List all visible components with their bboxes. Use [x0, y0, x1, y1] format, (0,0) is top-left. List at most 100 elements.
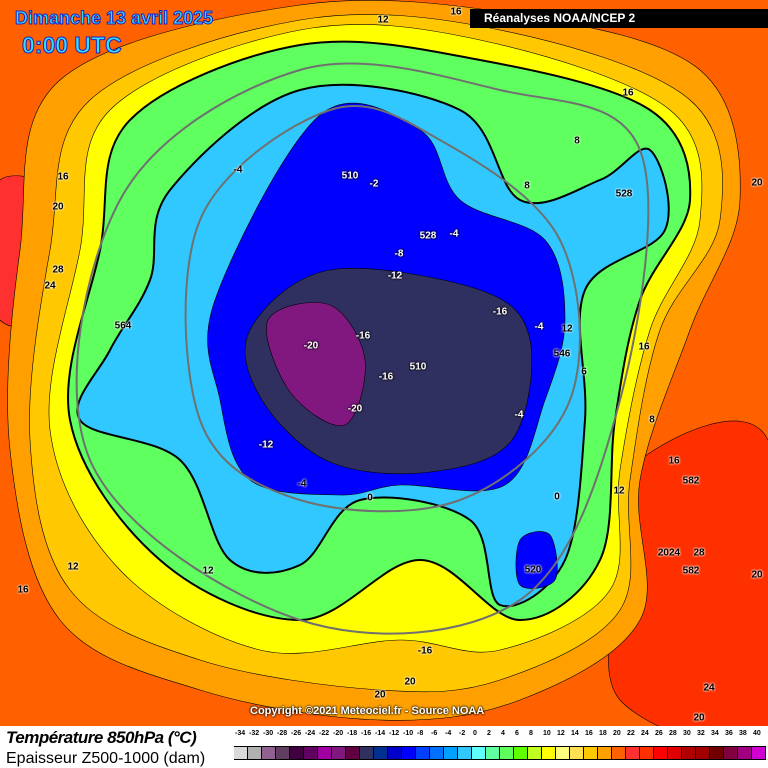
scale-value: 40	[753, 730, 761, 737]
scale-value: -18	[347, 730, 358, 737]
cold-pocket-east	[515, 531, 558, 589]
scale-cell: 30	[682, 730, 696, 766]
scale-value: -10	[403, 730, 414, 737]
scale-value: 26	[655, 730, 663, 737]
contour-label: -20	[303, 340, 319, 352]
scale-swatch	[668, 746, 682, 760]
scale-cell: 18	[598, 730, 612, 766]
scale-swatch	[570, 746, 584, 760]
contour-label: 510	[409, 361, 427, 373]
color-scale: -34 -32 -30 -28 -26 -24 -22 -20 -18 -16 -14 -12 -10-…	[234, 730, 766, 766]
scale-value: -8	[417, 730, 424, 737]
scale-cell: 24	[640, 730, 654, 766]
contour-label: 20	[693, 712, 705, 724]
contour-label: 8	[524, 180, 530, 192]
scale-value: 6	[515, 730, 519, 737]
scale-swatch	[332, 746, 346, 760]
contour-label: 20	[52, 201, 64, 213]
scale-value: -22	[319, 730, 330, 737]
scale-cell: 6	[514, 730, 528, 766]
scale-value: 32	[697, 730, 705, 737]
scale-value: 18	[599, 730, 607, 737]
contour-label: -4	[449, 228, 459, 240]
contour-label: 16	[17, 584, 29, 596]
scale-cell: -4	[444, 730, 458, 766]
map-time: 0:00 UTC	[22, 32, 123, 59]
contour-label: -16	[355, 330, 371, 342]
scale-swatch	[528, 746, 542, 760]
scale-value: -14	[375, 730, 386, 737]
scale-value: 10	[543, 730, 551, 737]
scale-swatch	[486, 746, 500, 760]
contour-label: 8	[649, 414, 655, 426]
scale-cell: -10	[402, 730, 416, 766]
scale-cell: 8	[528, 730, 542, 766]
scale-swatch	[542, 746, 556, 760]
scale-value: 36	[725, 730, 733, 737]
scale-cell: -24	[304, 730, 318, 766]
legend: Température 850hPa (°C) Epaisseur Z500-1…	[0, 726, 768, 768]
contour-label: 24	[44, 280, 56, 292]
data-source-banner: Réanalyses NOAA/NCEP 2	[470, 9, 768, 28]
scale-cell: 32	[696, 730, 710, 766]
scale-value: -20	[333, 730, 344, 737]
scale-swatch	[654, 746, 668, 760]
contour-label: 12	[67, 561, 79, 573]
scale-value: 16	[585, 730, 593, 737]
scale-value: -6	[431, 730, 438, 737]
contour-label: 2024	[657, 547, 681, 559]
scale-cell: 2	[486, 730, 500, 766]
contour-label: 12	[202, 565, 214, 577]
scale-swatch	[472, 746, 486, 760]
scale-swatch	[626, 746, 640, 760]
contour-label: -8	[394, 248, 404, 260]
scale-value: -12	[389, 730, 400, 737]
scale-cell: -28	[276, 730, 290, 766]
contour-label: 16	[668, 455, 680, 467]
scale-value: 34	[711, 730, 719, 737]
scale-cell: -2	[458, 730, 472, 766]
scale-cell: 34	[710, 730, 724, 766]
contour-label: 528	[419, 230, 437, 242]
contour-label: -4	[534, 321, 544, 333]
thickness-contour-1	[75, 62, 650, 635]
contour-label: 20	[404, 676, 416, 688]
scale-swatch	[416, 746, 430, 760]
scale-value: -16	[361, 730, 372, 737]
scale-value: 20	[613, 730, 621, 737]
scale-swatch	[710, 746, 724, 760]
scale-swatch	[738, 746, 752, 760]
contour-label: 20	[374, 689, 386, 701]
scale-cell: 14	[570, 730, 584, 766]
scale-cell: -6	[430, 730, 444, 766]
scale-cell: -30	[262, 730, 276, 766]
contour-label: -16	[492, 306, 508, 318]
contour-label: 16	[450, 6, 462, 18]
copyright: Copyright ©2021 Meteociel.fr - Source NO…	[250, 705, 485, 717]
scale-value: 38	[739, 730, 747, 737]
legend-temperature-title: Température 850hPa (°C)	[6, 728, 197, 747]
scale-cell: 12	[556, 730, 570, 766]
scale-swatch	[444, 746, 458, 760]
scale-swatch	[262, 746, 276, 760]
scale-swatch	[640, 746, 654, 760]
contour-label: 520	[524, 564, 542, 576]
scale-cell: -32	[248, 730, 262, 766]
scale-value: 8	[529, 730, 533, 737]
scale-swatch	[724, 746, 738, 760]
contour-label: -4	[514, 409, 524, 421]
scale-value: 22	[627, 730, 635, 737]
contour-label: 6	[581, 366, 587, 378]
scale-cell: -16	[360, 730, 374, 766]
scale-swatch	[304, 746, 318, 760]
scale-value: -32	[249, 730, 260, 737]
contour-label: 0	[367, 492, 373, 504]
contour-label: 582	[682, 565, 700, 577]
scale-cell: -12	[388, 730, 402, 766]
contour-label: 16	[57, 171, 69, 183]
scale-swatch	[402, 746, 416, 760]
contour-label: -4	[233, 164, 243, 176]
contour-label: 582	[682, 475, 700, 487]
scale-swatch	[598, 746, 612, 760]
scale-value: -2	[459, 730, 466, 737]
